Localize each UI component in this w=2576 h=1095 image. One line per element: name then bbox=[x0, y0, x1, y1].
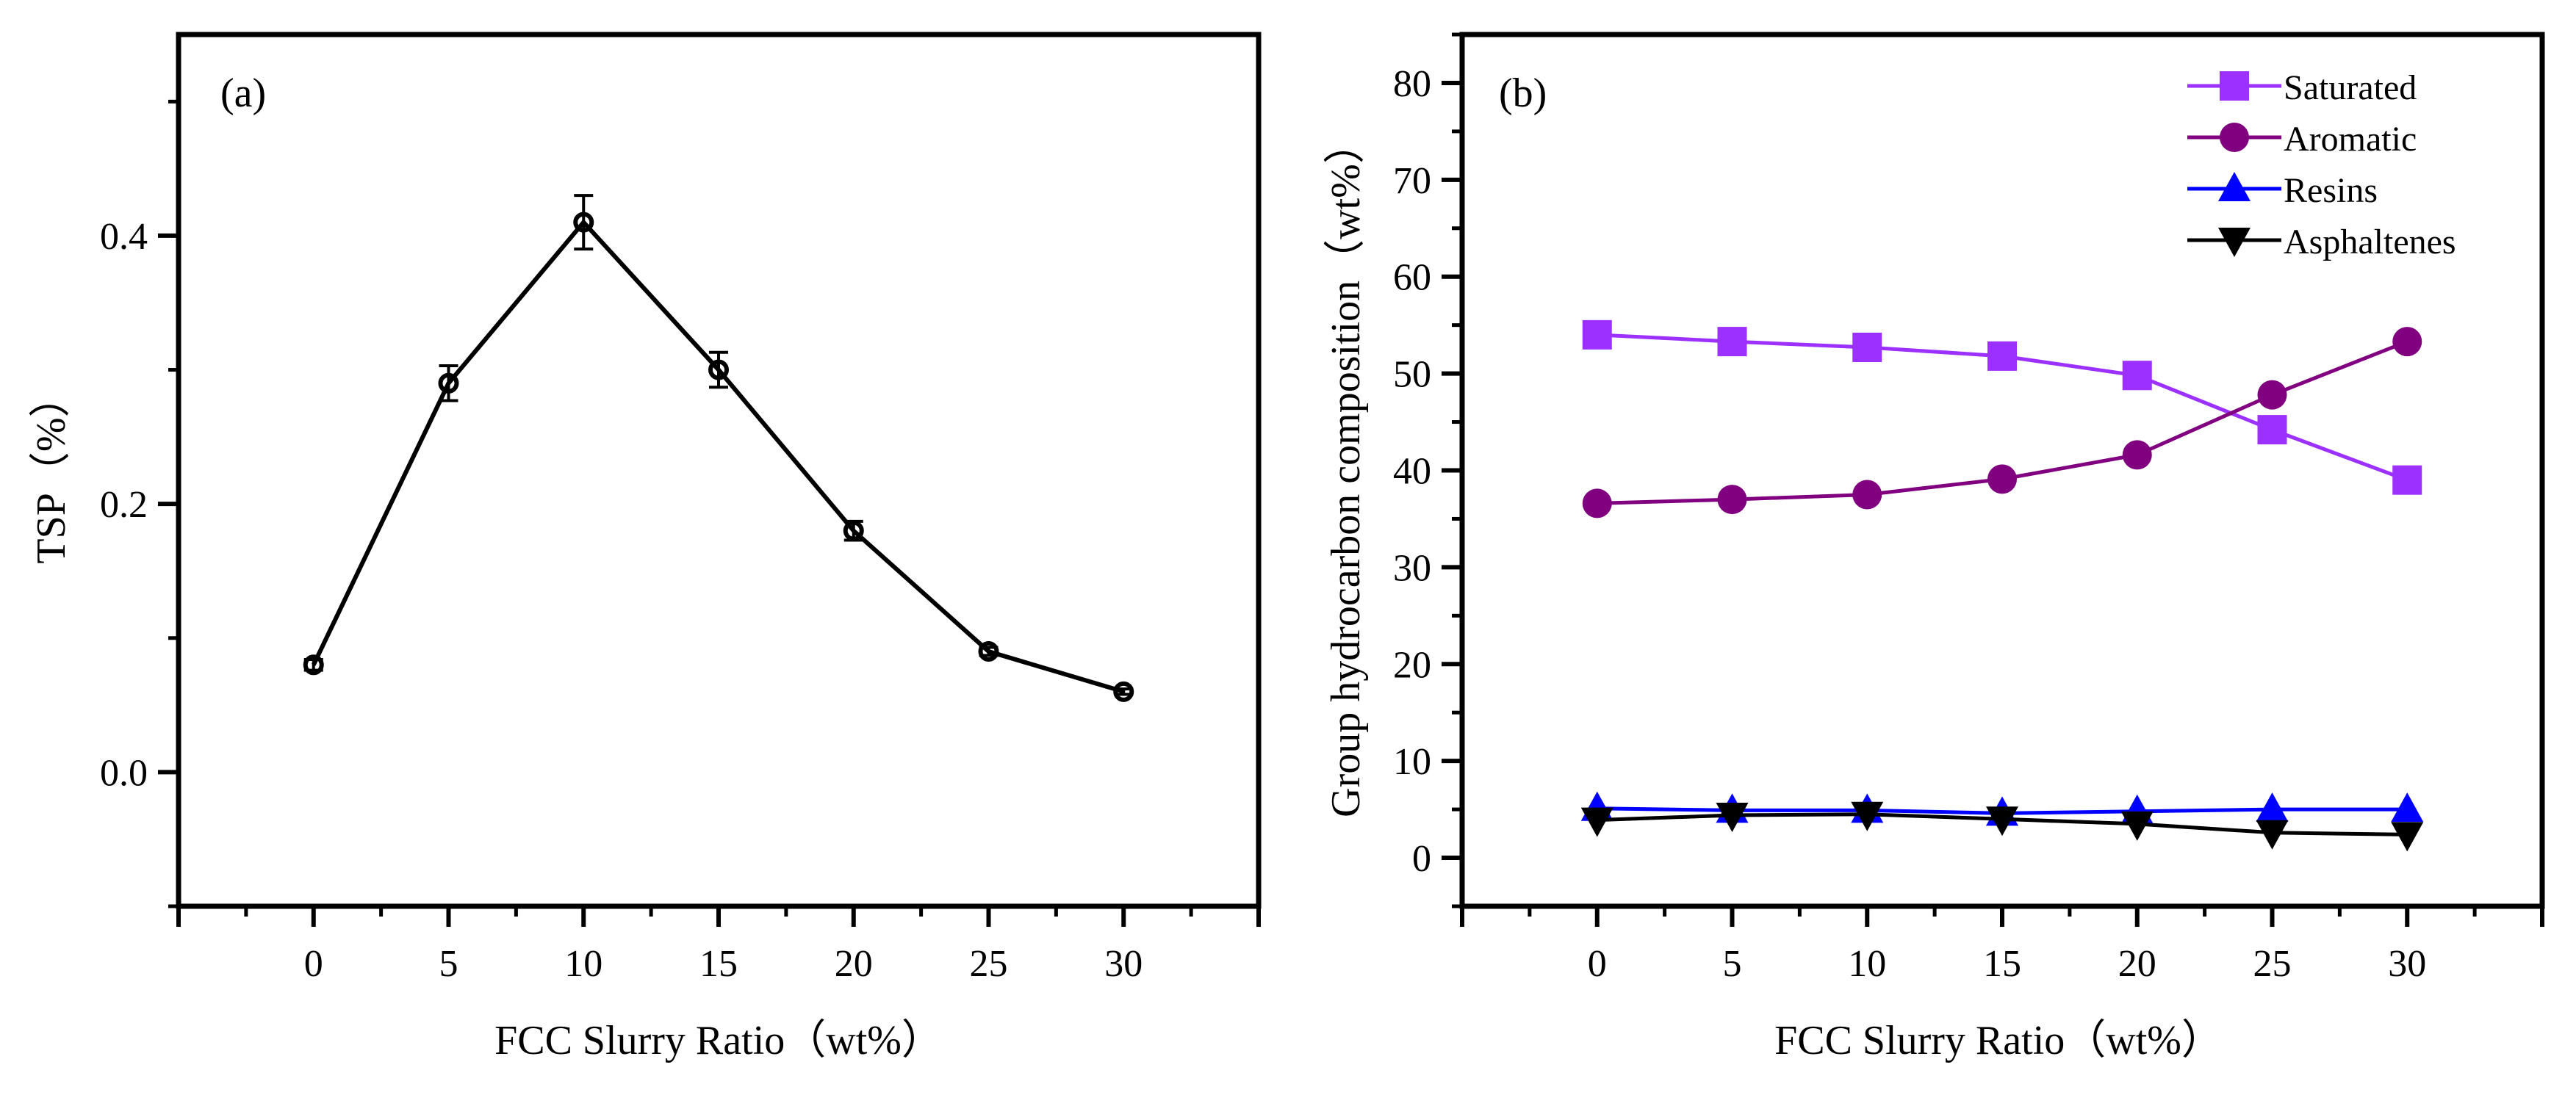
panel-b-saturated-point bbox=[2392, 465, 2422, 495]
panel-a-x-tick-label: 30 bbox=[1104, 943, 1143, 985]
panel-a-x-tick-label: 20 bbox=[835, 943, 873, 985]
panel-a-data-point bbox=[708, 359, 729, 380]
panel-b-y-tick-label: 70 bbox=[1393, 160, 1431, 202]
panel-a-label: (a) bbox=[220, 71, 266, 116]
panel-a-tsp-chart: (a) 0 5 10 15 20 25 30 0.0 0.2 0.4 FCC Slurry Ra… bbox=[29, 32, 1262, 1063]
panel-b-y-axis: 0 10 20 30 40 50 60 70 80 bbox=[1393, 32, 1462, 908]
panel-a-x-tick-label: 25 bbox=[970, 943, 1008, 985]
legend-resins-label: Resins bbox=[2284, 171, 2378, 210]
panel-b-y-tick-label: 40 bbox=[1393, 451, 1431, 493]
panel-a-x-axis: 0 5 10 15 20 25 30 bbox=[176, 906, 1261, 985]
panel-b-asphaltenes-point bbox=[1986, 806, 2018, 836]
panel-b-x-tick-label: 20 bbox=[2118, 943, 2156, 985]
panel-a-data-point bbox=[438, 372, 459, 394]
panel-b-saturated-point bbox=[1717, 327, 1747, 357]
panel-b-y-tick-label: 60 bbox=[1393, 257, 1431, 299]
panel-b-asphaltenes-point bbox=[2391, 822, 2424, 852]
panel-a-y-tick-label: 0.2 bbox=[100, 484, 148, 526]
panel-a-y-tick-label: 0.4 bbox=[100, 216, 148, 258]
panel-a-x-tick-label: 0 bbox=[304, 943, 323, 985]
panel-b-resins-point bbox=[2391, 792, 2424, 823]
panel-b-aromatic-point bbox=[2257, 380, 2287, 410]
legend-asphaltenes-label: Asphaltenes bbox=[2284, 223, 2456, 261]
panel-b-y-tick-label: 30 bbox=[1393, 547, 1431, 589]
panel-b-asphaltenes-point bbox=[1716, 803, 1749, 833]
panel-b-x-tick-label: 25 bbox=[2253, 943, 2292, 985]
panel-a-data-point bbox=[978, 641, 999, 662]
panel-b-aromatic-point bbox=[2122, 440, 2152, 470]
panel-b-asphaltenes-point bbox=[2256, 820, 2289, 850]
panel-b-saturated-point bbox=[1852, 333, 1882, 363]
panel-b-saturated-point bbox=[1987, 341, 2017, 371]
panel-a-y-axis: 0.0 0.2 0.4 bbox=[100, 99, 179, 908]
legend-saturated-label: Saturated bbox=[2284, 68, 2417, 107]
panel-b-saturated-point bbox=[1582, 319, 1612, 350]
panel-b-y-tick-label: 80 bbox=[1393, 63, 1431, 105]
panel-b-composition-chart: (b) 0 5 10 15 20 25 30 0 10 20 30 40 50 60 70 80 Satur… bbox=[1323, 32, 2545, 1063]
legend-asphaltenes-marker bbox=[2218, 228, 2251, 257]
panel-b-y-tick-label: 10 bbox=[1393, 741, 1431, 783]
panel-a-data-point bbox=[573, 212, 594, 233]
panel-b-x-tick-label: 30 bbox=[2388, 943, 2426, 985]
panel-b-x-axis: 0 5 10 15 20 25 30 bbox=[1460, 906, 2544, 985]
legend-resins-marker bbox=[2218, 172, 2251, 201]
panel-b-x-tick-label: 0 bbox=[1588, 943, 1607, 985]
panel-b-y-tick-label: 50 bbox=[1393, 354, 1431, 396]
panel-b-resins-point bbox=[2256, 792, 2289, 823]
panel-a-tsp-line bbox=[312, 219, 1125, 694]
panel-b-x-axis-label: FCC Slurry Ratio（wt%） bbox=[1774, 1018, 2223, 1063]
legend-aromatic-label: Aromatic bbox=[2284, 120, 2417, 159]
panel-b-asphaltenes-point bbox=[2120, 811, 2154, 841]
panel-a-data-point bbox=[1113, 681, 1134, 702]
panel-a-x-tick-label: 5 bbox=[439, 943, 458, 985]
panel-b-y-tick-label: 0 bbox=[1412, 838, 1431, 880]
panel-b-asphaltenes-point bbox=[1580, 807, 1613, 837]
panel-b-saturated-point bbox=[2122, 361, 2152, 391]
panel-b-legend: Saturated Aromatic Resins Asphaltenes bbox=[2187, 68, 2456, 261]
panel-a-data-point bbox=[843, 520, 864, 541]
panel-b-saturated-point bbox=[2257, 415, 2287, 445]
panel-b-series bbox=[1580, 319, 2424, 852]
panel-a-x-tick-label: 10 bbox=[564, 943, 602, 985]
panel-b-label: (b) bbox=[1499, 71, 1547, 116]
panel-b-x-tick-label: 5 bbox=[1723, 943, 1742, 985]
panel-b-y-tick-label: 20 bbox=[1393, 644, 1431, 686]
panel-b-aromatic-point bbox=[1987, 464, 2017, 494]
panel-a-x-axis-label: FCC Slurry Ratio（wt%） bbox=[494, 1018, 943, 1063]
legend-saturated-marker bbox=[2220, 71, 2249, 101]
panel-a-x-tick-label: 15 bbox=[699, 943, 738, 985]
panel-b-asphaltenes-point bbox=[1851, 801, 1884, 831]
panel-b-y-axis-label: Group hydrocarbon composition（wt%） bbox=[1323, 123, 1369, 817]
legend-aromatic-marker bbox=[2220, 123, 2249, 152]
panel-a-series bbox=[303, 194, 1134, 702]
panel-b-x-tick-label: 10 bbox=[1848, 943, 1886, 985]
panel-b-x-tick-label: 15 bbox=[1983, 943, 2021, 985]
panel-b-aromatic-point bbox=[2392, 327, 2422, 357]
panel-a-data-point bbox=[303, 654, 324, 676]
panel-b-aromatic-point bbox=[1717, 485, 1747, 515]
panel-a-y-axis-label: TSP（%） bbox=[29, 376, 74, 563]
panel-b-aromatic-point bbox=[1582, 488, 1612, 518]
panel-b-aromatic-point bbox=[1852, 480, 1882, 510]
panel-a-plot-frame bbox=[176, 32, 1262, 909]
panel-a-y-tick-label: 0.0 bbox=[100, 752, 148, 794]
